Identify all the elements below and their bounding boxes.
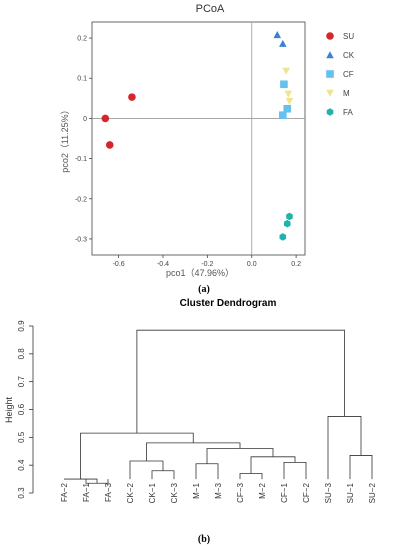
caption-b: (b) [198, 534, 210, 545]
pcoa-y-tick-label: -0.3 [75, 236, 87, 243]
pcoa-x-axis: -0.6 -0.4 -0.2 0.0 0.2 [113, 255, 301, 268]
dendrogram-leaf-label: SU−3 [324, 483, 333, 504]
pcoa-point-fa [286, 212, 293, 221]
pcoa-point-su [128, 93, 136, 101]
legend-label-ck: CK [343, 51, 355, 60]
pcoa-point-m [285, 97, 294, 105]
dendrogram-leaf-labels: FA−2 FA−1 FA−3 CK−2 CK−1 CK−3 M−1 M−3 CF−3 M−2 CF−… [60, 483, 377, 504]
dendrogram-link [195, 463, 219, 480]
dendrogram-leaf-label: M−3 [214, 483, 223, 499]
pcoa-points [101, 31, 294, 241]
pcoa-y-axis-label: pco2（11.25%） [60, 105, 70, 172]
dendrogram-leaf-label: CF−3 [236, 483, 245, 503]
pcoa-point-ck [279, 39, 287, 47]
pcoa-point-ck [273, 31, 282, 39]
pcoa-point-m [284, 90, 293, 98]
dendrogram-leaf-label: CK−2 [126, 483, 135, 504]
dendrogram-leaf-label: CK−1 [148, 483, 157, 504]
pcoa-y-axis: 0.2 0.1 0 -0.1 -0.2 -0.3 [75, 36, 92, 243]
legend-marker-su [326, 32, 334, 40]
dendrogram-link [349, 455, 373, 480]
dendrogram-leaf-label: M−1 [192, 483, 201, 499]
pcoa-title: PCoA [196, 3, 225, 15]
dendrogram-link [327, 416, 362, 480]
dendrogram-leaf-label: M−2 [258, 483, 267, 499]
pcoa-y-tick-label: 0 [83, 116, 87, 123]
pcoa-reference-lines [92, 22, 305, 255]
dendrogram-title: Cluster Dendrogram [180, 298, 277, 309]
dendrogram-leaf-label: FA−2 [60, 483, 69, 502]
dendrogram-leaf-label: CF−1 [280, 483, 289, 503]
legend-label-cf: CF [343, 70, 354, 79]
pcoa-x-tick-label: -0.6 [113, 261, 125, 268]
pcoa-point-cf [280, 80, 288, 89]
pcoa-x-tick-label: -0.4 [157, 261, 169, 268]
pcoa-x-tick-label: 0.0 [247, 261, 257, 268]
pcoa-x-axis-label: pco1（47.96%） [166, 268, 234, 278]
pcoa-y-tick-label: 0.1 [77, 76, 87, 83]
pcoa-x-tick-label: 0.2 [291, 261, 301, 268]
dendrogram-panel: Cluster Dendrogram 0.3 0.4 0.5 0.6 0.7 0.8 0.9… [4, 298, 377, 503]
pcoa-point-su [101, 114, 110, 123]
pcoa-y-tick-label: 0.2 [77, 36, 87, 43]
dendrogram-links [64, 329, 373, 484]
legend-marker-cf [326, 70, 334, 78]
dendrogram-link [283, 461, 307, 480]
dendrogram-leaf-label: FA−1 [82, 483, 91, 502]
dendrogram-y-axis-label: Height [4, 396, 14, 423]
pcoa-x-tick-label: -0.2 [201, 261, 213, 268]
dendrogram-link [151, 470, 175, 480]
dendrogram-link [136, 329, 345, 434]
dendrogram-link [206, 448, 274, 464]
pcoa-point-fa [283, 219, 291, 228]
dendrogram-leaf-label: CK−3 [170, 483, 179, 504]
pcoa-y-tick-label: -0.1 [75, 156, 87, 163]
pcoa-y-tick-label: -0.2 [75, 196, 87, 203]
legend-marker-m [326, 89, 334, 97]
dendrogram-y-tick-label: 0.8 [17, 348, 26, 360]
legend-label-m: M [343, 89, 350, 98]
dendrogram-link [64, 478, 98, 484]
dendrogram-leaf-label: CF−2 [302, 483, 311, 503]
dendrogram-y-tick-label: 0.4 [17, 459, 26, 471]
dendrogram-link [80, 432, 194, 480]
caption-a: (a) [198, 284, 210, 295]
dendrogram-y-tick-label: 0.3 [17, 487, 26, 499]
dendrogram-y-axis: 0.3 0.4 0.5 0.6 0.7 0.8 0.9 [17, 320, 34, 499]
legend-marker-ck [326, 51, 334, 59]
dendrogram-leaf-label: FA−3 [104, 483, 113, 502]
legend-label-fa: FA [343, 108, 353, 117]
pcoa-point-cf [283, 104, 292, 113]
legend-label-su: SU [343, 32, 354, 41]
dendrogram-link [239, 473, 263, 480]
pcoa-plot-frame [91, 21, 306, 256]
dendrogram-y-tick-label: 0.9 [17, 320, 26, 332]
pcoa-point-fa [279, 233, 287, 241]
pcoa-point-cf [279, 111, 287, 119]
pcoa-point-m [282, 67, 290, 75]
dendrogram-leaf-label: SU−2 [368, 483, 377, 504]
dendrogram-link [250, 456, 296, 474]
dendrogram-y-tick-label: 0.7 [17, 376, 26, 388]
dendrogram-link [146, 442, 241, 461]
pcoa-panel: PCoA -0.6 -0.4 -0.2 0.0 0.2 0.20.10-0.1-0.2-… [60, 3, 355, 278]
pcoa-legend: SU CK CF M FA [326, 32, 355, 117]
legend-marker-fa [326, 108, 334, 116]
dendrogram-y-tick-label: 0.6 [17, 403, 26, 415]
dendrogram-link [129, 460, 164, 480]
dendrogram-y-tick-label: 0.5 [17, 431, 26, 443]
pcoa-point-su [105, 141, 114, 149]
dendrogram-leaf-label: SU−1 [346, 483, 355, 504]
